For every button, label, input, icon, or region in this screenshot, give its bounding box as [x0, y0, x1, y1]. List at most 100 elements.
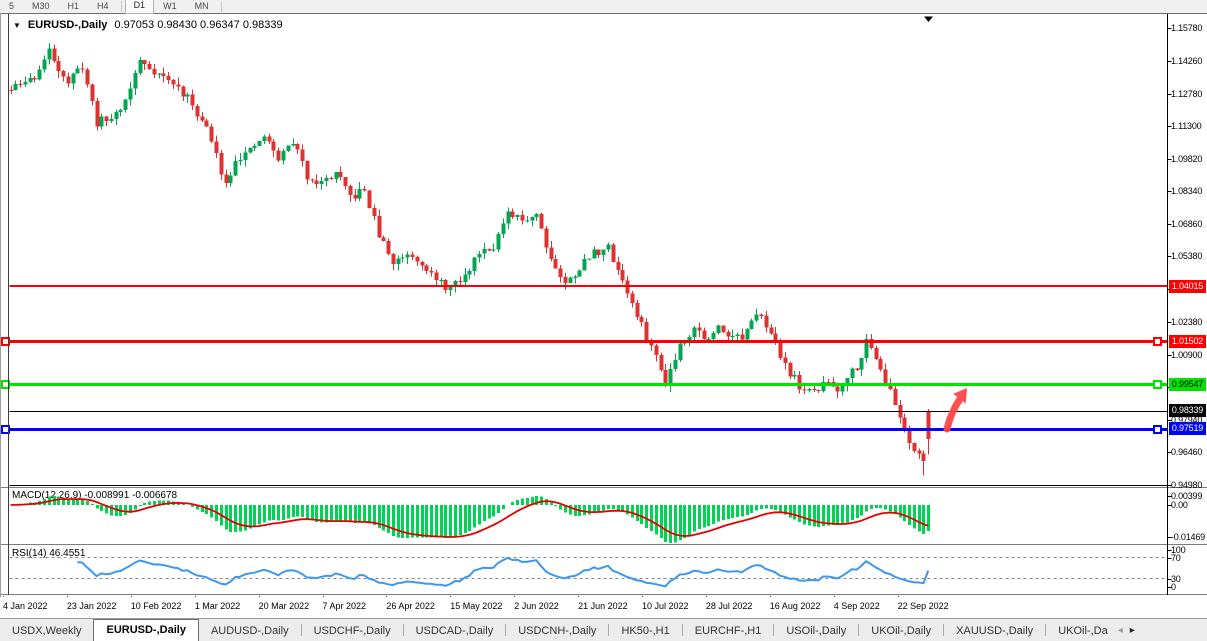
- chart-tab-usdcnh-daily[interactable]: USDCNH-,Daily: [518, 625, 597, 637]
- hline-handle[interactable]: [1, 425, 10, 434]
- chart-tab-usdx-weekly[interactable]: USDX,Weekly: [12, 625, 82, 637]
- candle-body: [80, 68, 85, 70]
- chart-tab-usdcad-daily[interactable]: USDCAD-,Daily: [415, 625, 494, 637]
- candle-body: [506, 211, 511, 224]
- rsi-axis-tick-30: 30: [1171, 574, 1181, 584]
- candle-body: [611, 244, 616, 263]
- candle-body: [663, 370, 668, 386]
- candle-body: [28, 77, 33, 83]
- candle-body: [377, 216, 382, 238]
- candle-body: [214, 141, 219, 154]
- candle-body: [353, 195, 358, 199]
- candle-body: [544, 228, 549, 248]
- chart-tab-audusd-daily[interactable]: AUDUSD-,Daily: [210, 625, 289, 637]
- chart-tab-hk50-h1[interactable]: HK50-,H1: [621, 625, 670, 637]
- timeframe-button-h4[interactable]: H4: [97, 1, 109, 11]
- arrow-annotation[interactable]: [943, 388, 967, 433]
- candle-body: [276, 150, 281, 161]
- candle-body: [238, 160, 243, 162]
- chart-tab-usdchf-daily[interactable]: USDCHF-,Daily: [313, 625, 391, 637]
- timeframe-button-mn[interactable]: MN: [194, 1, 209, 11]
- hline-handle[interactable]: [1153, 380, 1162, 389]
- candle-body: [773, 333, 778, 341]
- timeframe-toolbar: 5 M30 H1 H4 D1 W1 MN: [0, 0, 1207, 14]
- candle-body: [176, 84, 181, 87]
- candle-body: [400, 257, 405, 259]
- candle-body: [248, 148, 253, 153]
- hline-handle[interactable]: [1, 337, 10, 346]
- candle-body: [324, 177, 329, 181]
- chart-title: ▼ EURUSD-,Daily 0.97053 0.98430 0.96347 …: [13, 19, 283, 31]
- timeframe-button-5[interactable]: 5: [9, 1, 15, 11]
- candle-body: [630, 293, 635, 303]
- candle-body: [95, 101, 100, 127]
- candle-body: [386, 241, 391, 254]
- candle-body: [601, 249, 606, 256]
- chart-tab-usoil-daily[interactable]: USOil-,Daily: [786, 625, 847, 637]
- candle-body: [907, 429, 912, 443]
- price-badge-1.01502: 1.01502: [1169, 334, 1206, 348]
- candle-body: [792, 375, 797, 377]
- tab-separator: [773, 624, 775, 636]
- price-badge-0.98339: 0.98339: [1169, 404, 1206, 418]
- hline-handle[interactable]: [1153, 337, 1162, 346]
- timeframe-button-w1[interactable]: W1: [163, 1, 177, 11]
- price-axis-tick-0.96460: 0.96460: [1171, 447, 1203, 458]
- candle-body: [726, 332, 731, 337]
- candle-body: [563, 277, 568, 283]
- macd-indicator-label: MACD(12,26,9) -0.008991 -0.006678: [12, 490, 178, 501]
- chart-tab-xauusd-daily[interactable]: XAUUSD-,Daily: [956, 625, 1034, 637]
- tab-separator: [681, 624, 683, 636]
- candle-body: [812, 388, 817, 390]
- candle-body: [654, 345, 659, 356]
- macd-pane: [10, 495, 930, 543]
- rsi-axis-tick-70: 70: [1171, 553, 1181, 563]
- candle-body: [104, 116, 109, 122]
- candle-body: [391, 254, 396, 264]
- candle-body: [18, 84, 23, 85]
- candle-body: [281, 151, 286, 161]
- timeframe-button-h1[interactable]: H1: [67, 1, 80, 11]
- candle-body: [477, 253, 482, 258]
- candle-body: [917, 450, 922, 454]
- toolbar-separator: [120, 1, 122, 12]
- tab-separator: [300, 624, 302, 636]
- candle-body: [802, 389, 807, 391]
- candle-body: [295, 144, 300, 150]
- chart-tab-eurusd-daily[interactable]: EURUSD-,Daily: [93, 619, 199, 641]
- tab-scroll-left-icon[interactable]: ◂: [1117, 624, 1123, 636]
- chart-tab-ukoil-daily[interactable]: UKOil-,Daily: [871, 625, 932, 637]
- rsi-indicator-label: RSI(14) 46.4551: [12, 548, 86, 559]
- tab-scroll-right-icon[interactable]: ▸: [1129, 624, 1135, 636]
- price-axis-tick-1.11300: 1.11300: [1171, 121, 1202, 132]
- candle-body: [515, 215, 520, 217]
- candle-body: [200, 116, 205, 121]
- hline-handle[interactable]: [1, 380, 10, 389]
- date-axis-label: 4 Sep 2022: [833, 601, 880, 611]
- date-axis-label: 4 Jan 2022: [3, 601, 48, 611]
- date-axis-label: 21 Jun 2022: [578, 601, 628, 611]
- candle-body: [252, 146, 257, 148]
- candle-body: [123, 99, 128, 110]
- candle-body: [893, 389, 898, 405]
- candle-body: [491, 249, 496, 251]
- hline-handle[interactable]: [1153, 425, 1162, 434]
- timeframe-button-d1[interactable]: D1: [124, 0, 155, 14]
- timeframe-button-m30[interactable]: M30: [32, 1, 50, 11]
- candle-body: [453, 280, 458, 287]
- candle-body: [448, 286, 453, 290]
- candle-body: [764, 315, 769, 328]
- candle-body: [635, 302, 640, 318]
- price-axis-tick-0.94980: 0.94980: [1171, 479, 1203, 490]
- candle-body: [13, 84, 18, 90]
- horizontal-line-objects[interactable]: [1, 285, 1167, 434]
- candle-body: [357, 188, 362, 199]
- date-axis-label: 1 Mar 2022: [194, 601, 241, 611]
- macd-axis-tick-0.00399: 0.00399: [1171, 491, 1203, 502]
- chart-tab-ukoil-da[interactable]: UKOil-,Da: [1058, 625, 1108, 637]
- candle-body: [620, 269, 625, 281]
- chart-tab-eurchf-h1[interactable]: EURCHF-,H1: [694, 625, 762, 637]
- date-axis[interactable]: 4 Jan 2022 23 Jan 2022 10 Feb 2022 1 Mar 20…: [0, 597, 1207, 617]
